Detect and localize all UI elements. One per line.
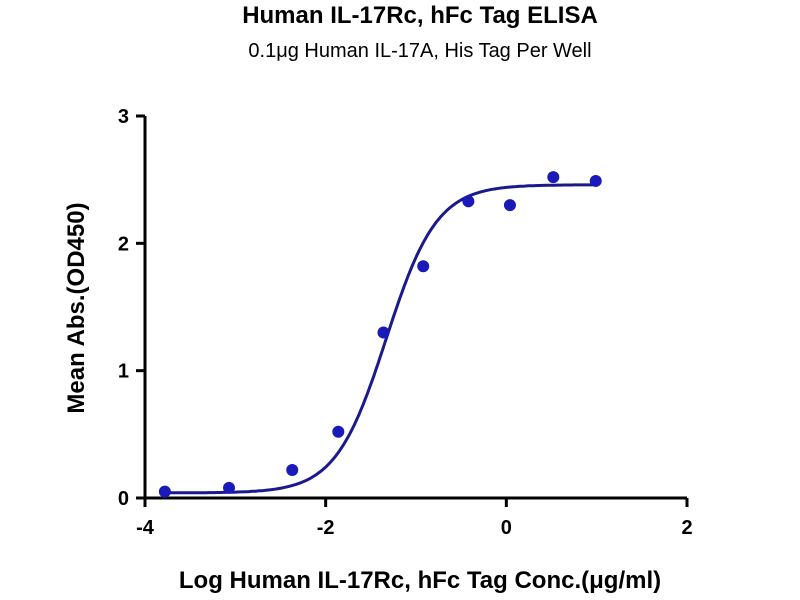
x-axis-label: Log Human IL-17Rc, hFc Tag Conc.(μg/ml) xyxy=(179,567,661,594)
fit-curve xyxy=(164,183,596,495)
data-point xyxy=(417,260,430,273)
chart-subtitle: 0.1μg Human IL-17A, His Tag Per Well xyxy=(248,40,592,62)
y-tick-label: 1 xyxy=(118,361,129,383)
x-tick-label: 2 xyxy=(681,517,692,539)
data-point xyxy=(589,174,602,187)
data-point xyxy=(332,425,345,438)
data-point xyxy=(377,326,390,339)
data-points xyxy=(158,171,602,498)
data-point xyxy=(223,481,236,494)
axes: -4 -2 0 2 0 1 2 3 xyxy=(118,106,693,539)
y-axis-label: Mean Abs.(OD450) xyxy=(63,202,90,413)
data-point xyxy=(158,485,171,498)
data-point xyxy=(503,199,516,212)
y-tick-label: 3 xyxy=(118,106,129,128)
x-tick-label: -2 xyxy=(317,517,335,539)
x-tick-label: -4 xyxy=(136,517,155,539)
data-point xyxy=(547,171,560,184)
data-point xyxy=(286,463,299,476)
chart-title: Human IL-17Rc, hFc Tag ELISA xyxy=(242,2,598,29)
y-tick-label: 2 xyxy=(118,233,129,255)
data-point xyxy=(462,195,475,208)
y-tick-label: 0 xyxy=(118,488,129,510)
fit-curve-group xyxy=(164,183,596,495)
x-tick-label: 0 xyxy=(501,517,512,539)
